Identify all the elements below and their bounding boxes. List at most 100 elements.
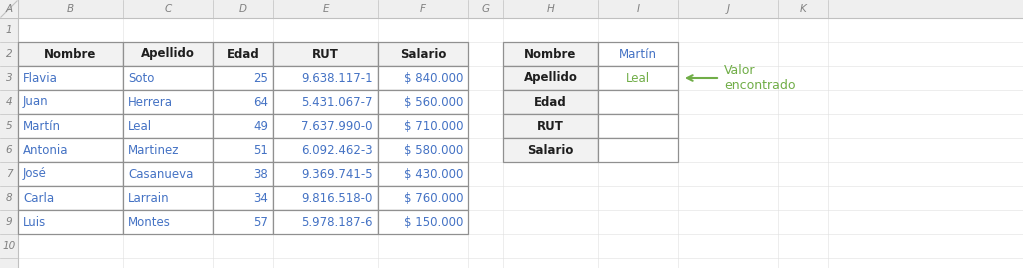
Text: B: B: [66, 4, 74, 14]
Text: 10: 10: [2, 241, 15, 251]
Text: Apellido: Apellido: [141, 47, 195, 61]
Text: Salario: Salario: [527, 143, 574, 157]
Text: 1: 1: [6, 25, 12, 35]
Bar: [273, 210, 379, 234]
Text: $ 560.000: $ 560.000: [404, 95, 463, 109]
Bar: [379, 162, 468, 186]
Text: 64: 64: [253, 95, 268, 109]
Bar: [123, 138, 213, 162]
Text: E: E: [322, 4, 328, 14]
Text: Edad: Edad: [227, 47, 260, 61]
Text: Leal: Leal: [128, 120, 152, 132]
Text: I: I: [636, 4, 639, 14]
Text: 8: 8: [6, 193, 12, 203]
Bar: [213, 210, 273, 234]
Bar: [18, 114, 123, 138]
Bar: [503, 114, 598, 138]
Text: A: A: [5, 4, 12, 14]
Bar: [123, 66, 213, 90]
Bar: [379, 114, 468, 138]
Text: 6.092.462-3: 6.092.462-3: [302, 143, 373, 157]
Text: Luis: Luis: [23, 215, 46, 229]
Text: 5.431.067-7: 5.431.067-7: [302, 95, 373, 109]
Text: José: José: [23, 168, 47, 181]
Text: Antonia: Antonia: [23, 143, 69, 157]
Bar: [213, 114, 273, 138]
Text: Nombre: Nombre: [44, 47, 97, 61]
Bar: [0, 0, 1023, 18]
Bar: [123, 162, 213, 186]
Text: Edad: Edad: [534, 95, 567, 109]
Bar: [379, 186, 468, 210]
Bar: [273, 66, 379, 90]
Bar: [503, 138, 598, 162]
Text: Nombre: Nombre: [525, 47, 577, 61]
Bar: [273, 90, 379, 114]
Text: Carla: Carla: [23, 192, 54, 204]
Text: $ 760.000: $ 760.000: [403, 192, 463, 204]
Bar: [213, 66, 273, 90]
Text: Herrera: Herrera: [128, 95, 173, 109]
Text: 38: 38: [254, 168, 268, 181]
Text: Flavia: Flavia: [23, 72, 58, 84]
Text: J: J: [726, 4, 729, 14]
Text: Martín: Martín: [23, 120, 61, 132]
Bar: [123, 186, 213, 210]
Text: Larrain: Larrain: [128, 192, 170, 204]
Bar: [18, 162, 123, 186]
Bar: [598, 66, 678, 90]
Text: 51: 51: [253, 143, 268, 157]
Text: Juan: Juan: [23, 95, 49, 109]
Bar: [598, 42, 678, 66]
Text: 6: 6: [6, 145, 12, 155]
Bar: [503, 90, 598, 114]
Text: Casanueva: Casanueva: [128, 168, 193, 181]
Text: Soto: Soto: [128, 72, 154, 84]
Bar: [123, 210, 213, 234]
Text: $ 710.000: $ 710.000: [403, 120, 463, 132]
Text: 9: 9: [6, 217, 12, 227]
Text: G: G: [482, 4, 489, 14]
Bar: [123, 42, 213, 66]
Bar: [213, 162, 273, 186]
Bar: [18, 186, 123, 210]
Bar: [213, 90, 273, 114]
Text: RUT: RUT: [537, 120, 564, 132]
Bar: [598, 114, 678, 138]
Bar: [18, 90, 123, 114]
Bar: [379, 42, 468, 66]
Text: Apellido: Apellido: [524, 72, 577, 84]
Text: Valor
encontrado: Valor encontrado: [724, 64, 796, 92]
Text: Martín: Martín: [619, 47, 657, 61]
Text: 5.978.187-6: 5.978.187-6: [302, 215, 373, 229]
Bar: [273, 42, 379, 66]
Bar: [213, 42, 273, 66]
Text: 25: 25: [253, 72, 268, 84]
Text: 7: 7: [6, 169, 12, 179]
Text: $ 150.000: $ 150.000: [404, 215, 463, 229]
Text: $ 430.000: $ 430.000: [404, 168, 463, 181]
Text: 5: 5: [6, 121, 12, 131]
Text: H: H: [546, 4, 554, 14]
Text: 2: 2: [6, 49, 12, 59]
Text: 57: 57: [253, 215, 268, 229]
Bar: [123, 114, 213, 138]
Bar: [213, 138, 273, 162]
Bar: [379, 90, 468, 114]
Text: 49: 49: [253, 120, 268, 132]
Bar: [598, 90, 678, 114]
Text: 34: 34: [253, 192, 268, 204]
Text: 7.637.990-0: 7.637.990-0: [302, 120, 373, 132]
Text: C: C: [165, 4, 172, 14]
Text: 9.638.117-1: 9.638.117-1: [302, 72, 373, 84]
Text: 4: 4: [6, 97, 12, 107]
Text: Montes: Montes: [128, 215, 171, 229]
Bar: [379, 66, 468, 90]
Text: Leal: Leal: [626, 72, 650, 84]
Bar: [273, 186, 379, 210]
Bar: [503, 42, 598, 66]
Text: RUT: RUT: [312, 47, 339, 61]
Bar: [503, 66, 598, 90]
Text: Salario: Salario: [400, 47, 446, 61]
Bar: [379, 138, 468, 162]
